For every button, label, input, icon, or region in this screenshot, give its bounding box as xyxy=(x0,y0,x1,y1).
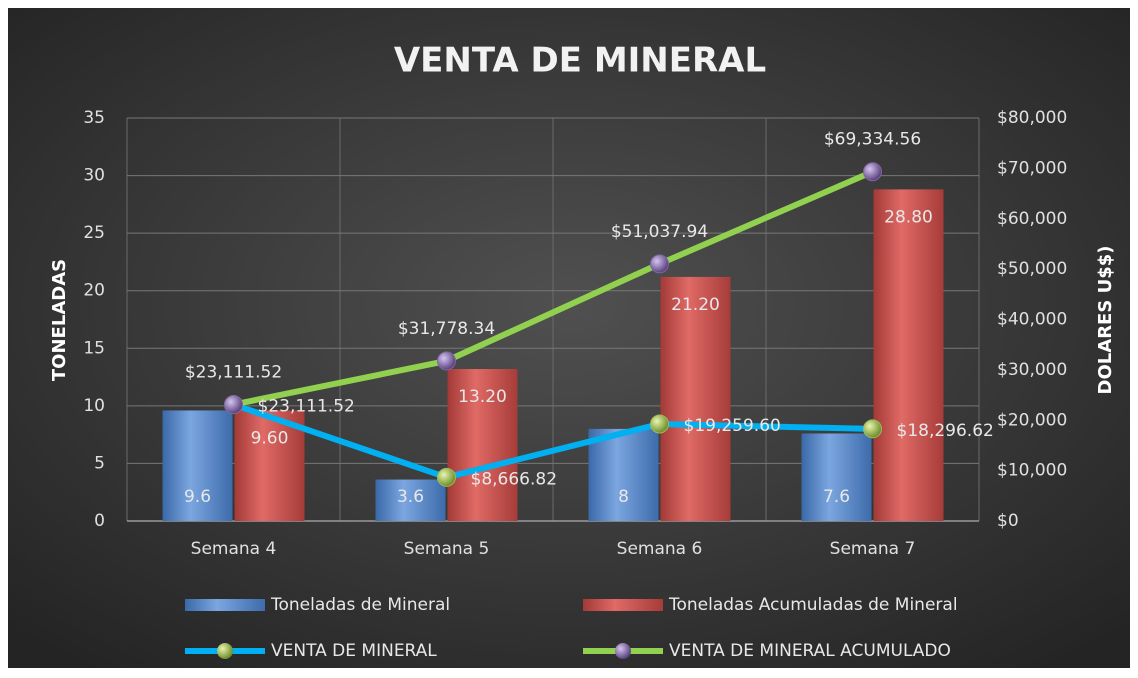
data-label: 9.60 xyxy=(251,428,289,448)
data-label: 13.20 xyxy=(458,387,507,407)
data-label: $23,111.52 xyxy=(258,397,355,417)
bar xyxy=(588,428,659,521)
y2-tick-label: $20,000 xyxy=(997,410,1067,430)
data-label: $8,666.82 xyxy=(471,469,558,489)
data-label: $23,111.52 xyxy=(185,363,282,383)
marker xyxy=(437,467,456,487)
y-tick-label: 20 xyxy=(83,281,105,301)
y2-tick-label: $80,000 xyxy=(997,108,1067,128)
line xyxy=(232,401,873,481)
data-label: $31,778.34 xyxy=(398,319,495,339)
bar xyxy=(234,410,305,521)
y2-tick-label: $0 xyxy=(997,511,1019,531)
bar xyxy=(162,410,233,521)
background xyxy=(8,8,1130,668)
legend-swatch xyxy=(583,599,663,611)
data-label: 7.6 xyxy=(823,487,850,507)
line xyxy=(232,168,874,408)
y2-tick-label: $60,000 xyxy=(997,209,1067,229)
data-label: 21.20 xyxy=(671,295,720,315)
x-tick-label: Semana 4 xyxy=(191,539,277,559)
data-label: 28.80 xyxy=(884,207,933,227)
y-tick-label: 15 xyxy=(83,338,105,358)
data-label: $18,296.62 xyxy=(897,421,994,441)
y2-tick-label: $40,000 xyxy=(997,310,1067,330)
legend-marker xyxy=(615,643,631,659)
y2-tick-label: $10,000 xyxy=(997,461,1067,481)
y-tick-label: 30 xyxy=(83,166,105,186)
data-label: $69,334.56 xyxy=(824,130,921,150)
legend-marker xyxy=(217,643,233,659)
legend-label: Toneladas Acumuladas de Mineral xyxy=(668,595,958,615)
marker xyxy=(650,254,669,274)
legend-swatch xyxy=(185,599,265,611)
y-tick-label: 25 xyxy=(83,223,105,243)
data-label: 9.6 xyxy=(184,487,211,507)
bar xyxy=(660,276,731,521)
bar xyxy=(447,369,518,521)
marker xyxy=(437,351,456,371)
y2-tick-label: $30,000 xyxy=(997,360,1067,380)
y-tick-label: 0 xyxy=(94,511,105,531)
x-tick-label: Semana 6 xyxy=(617,539,703,559)
y-tick-label: 35 xyxy=(83,108,105,128)
chart-title: VENTA DE MINERAL xyxy=(394,41,766,81)
data-label: 8 xyxy=(618,487,629,507)
y-tick-label: 10 xyxy=(83,396,105,416)
data-label: 3.6 xyxy=(397,487,424,507)
x-tick-label: Semana 7 xyxy=(830,539,916,559)
marker xyxy=(650,414,669,434)
x-tick-label: Semana 5 xyxy=(404,539,490,559)
bar xyxy=(801,433,872,521)
y2-tick-label: $70,000 xyxy=(997,158,1067,178)
marker xyxy=(224,395,243,415)
legend-label: VENTA DE MINERAL xyxy=(271,641,437,661)
y-axis-label: TONELADAS xyxy=(49,259,70,381)
data-label: $19,259.60 xyxy=(684,416,781,436)
y-tick-label: 5 xyxy=(94,453,105,473)
y2-tick-label: $50,000 xyxy=(997,259,1067,279)
marker xyxy=(863,419,882,439)
bar xyxy=(873,189,944,522)
legend-label: VENTA DE MINERAL ACUMULADO xyxy=(669,641,951,661)
bar xyxy=(375,479,446,521)
legend-label: Toneladas de Mineral xyxy=(270,595,450,615)
data-label: $51,037.94 xyxy=(611,222,708,242)
marker xyxy=(863,162,882,182)
y2-axis-label: DOLARES U$$) xyxy=(1095,246,1116,395)
